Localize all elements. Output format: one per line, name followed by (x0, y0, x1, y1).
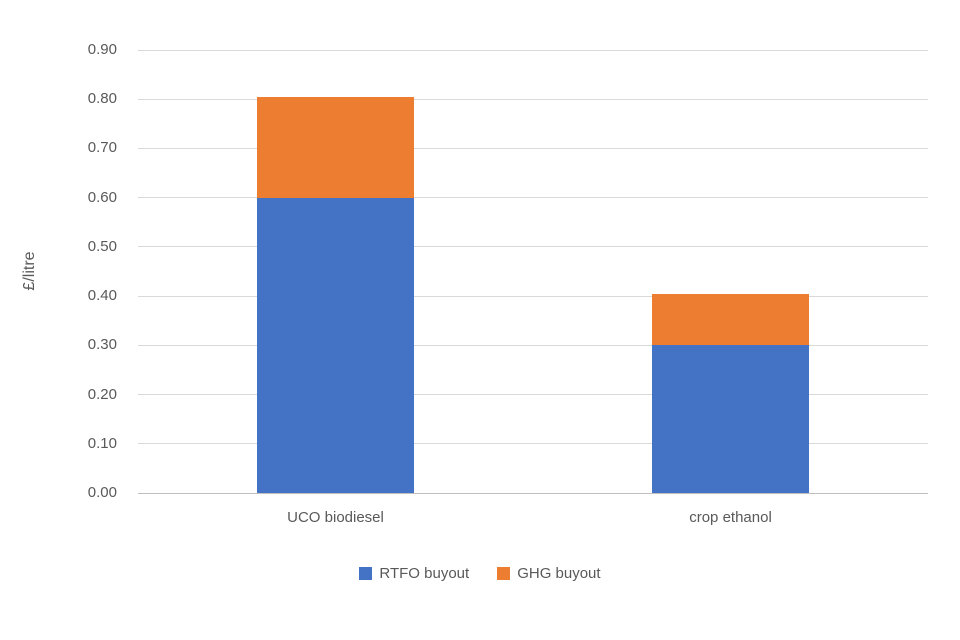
legend-label: GHG buyout (517, 565, 601, 582)
gridline (138, 394, 928, 396)
bar-uco-biodiesel (257, 96, 414, 493)
plot-area (138, 49, 928, 494)
y-tick-label: 0.10 (87, 434, 117, 452)
y-tick-label: 0.40 (87, 287, 117, 305)
gridline (138, 197, 928, 199)
gridline (138, 246, 928, 248)
bar-segment-ghg-buyout (652, 293, 809, 346)
y-tick-label: 0.70 (87, 139, 117, 157)
gridline (138, 295, 928, 297)
y-tick-label: 0.20 (87, 385, 117, 403)
gridline (138, 98, 928, 100)
gridline (138, 344, 928, 346)
x-axis-category-labels: UCO biodiesel crop ethanol (0, 509, 960, 531)
bar-segment-rtfo-buyout (652, 345, 809, 493)
category-label: UCO biodiesel (287, 509, 384, 526)
y-tick-label: 0.90 (87, 41, 117, 58)
legend-item-rtfo-buyout: RTFO buyout (359, 565, 469, 582)
y-tick-label: 0.00 (87, 484, 117, 501)
gridline (138, 443, 928, 445)
y-axis-tick-labels: 0.00 0.10 0.20 0.30 0.40 0.50 0.60 0.70 0.80 0.90 (0, 41, 117, 501)
legend-swatch-icon (497, 567, 511, 580)
legend: RTFO buyout GHG buyout (0, 565, 960, 582)
legend-label: RTFO buyout (379, 565, 470, 582)
gridline (138, 49, 928, 51)
legend-item-ghg-buyout: GHG buyout (497, 565, 601, 582)
y-tick-label: 0.50 (87, 237, 117, 255)
category-label: crop ethanol (689, 509, 772, 526)
x-axis-line (138, 492, 928, 494)
gridline (138, 147, 928, 149)
y-tick-label: 0.30 (87, 336, 117, 354)
legend-swatch-icon (359, 567, 373, 580)
bar-segment-rtfo-buyout (257, 197, 414, 493)
y-tick-label: 0.60 (87, 188, 117, 206)
y-tick-label: 0.80 (87, 90, 117, 108)
bar-crop-ethanol (652, 293, 809, 493)
bar-segment-ghg-buyout (257, 96, 414, 198)
